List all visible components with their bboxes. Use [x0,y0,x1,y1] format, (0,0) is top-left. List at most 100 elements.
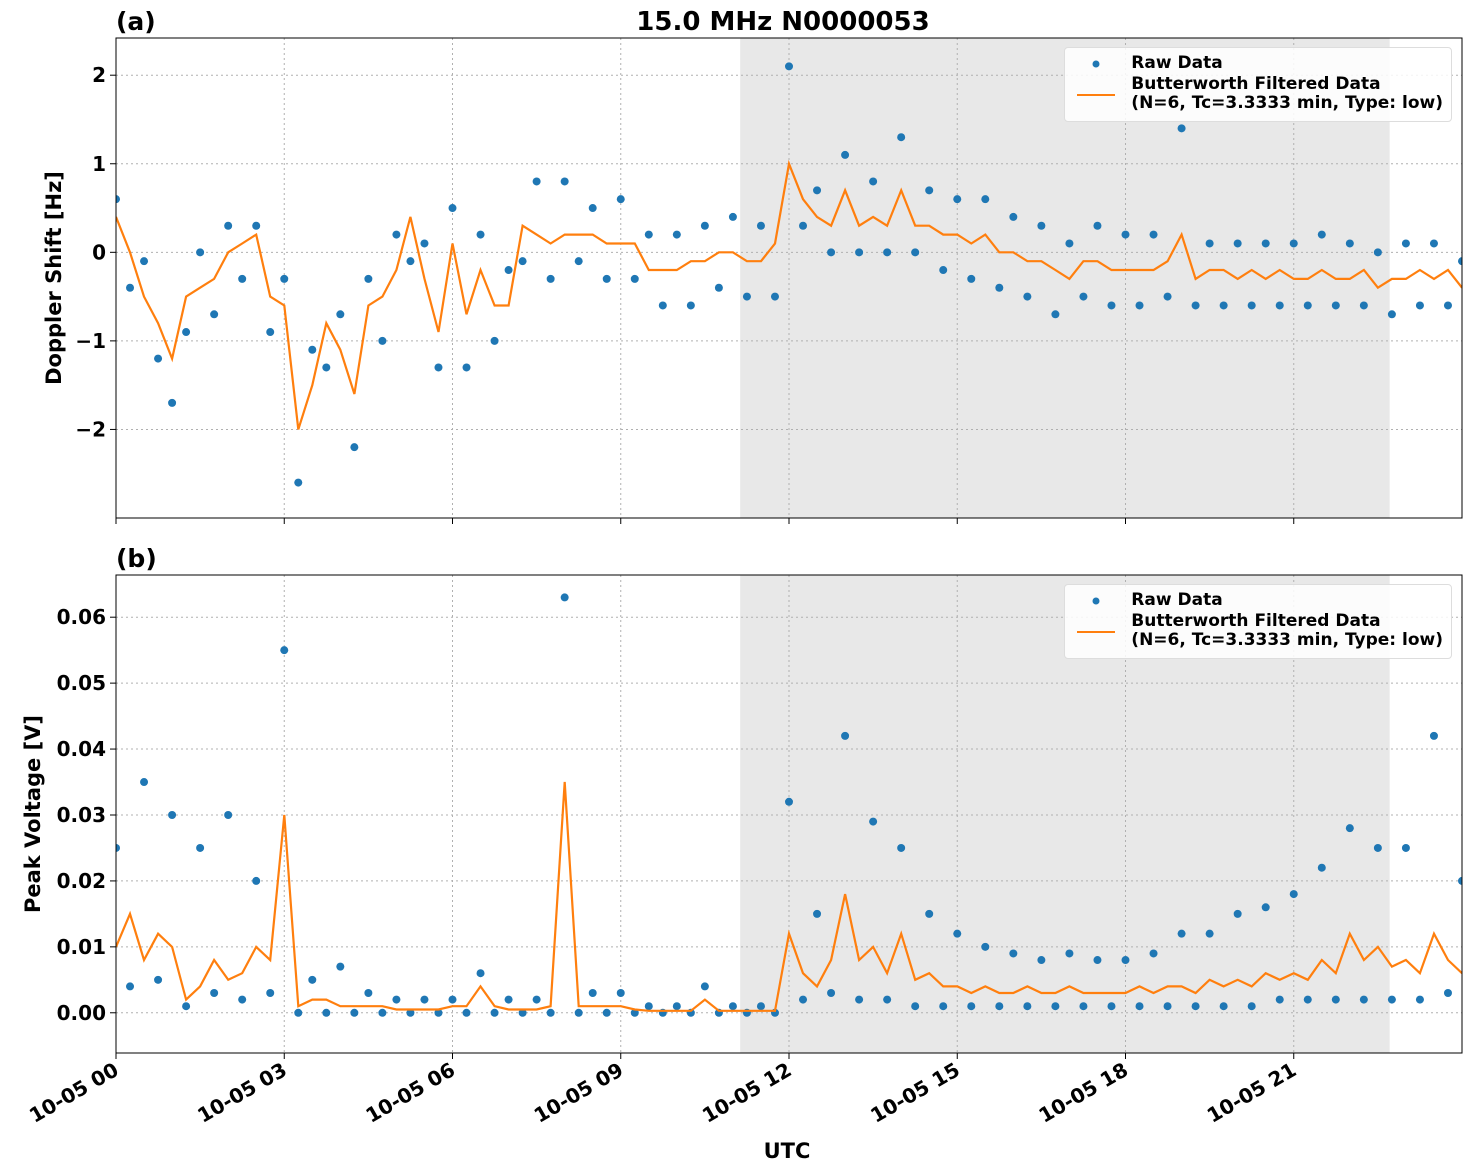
plot-area [116,62,1462,487]
raw-point [1051,310,1060,319]
raw-point [967,274,976,283]
raw-point [168,810,177,819]
y-tick-label: 2 [92,63,106,87]
raw-point [1317,863,1326,872]
raw-point [981,942,990,951]
legend: Raw Data Butterworth Filtered Data (N=6, … [1064,584,1452,659]
raw-point [210,989,219,998]
raw-point [126,982,135,991]
raw-point [1429,239,1438,248]
raw-point [1093,221,1102,230]
raw-point [1205,929,1214,938]
raw-point [686,301,695,310]
raw-point [448,995,457,1004]
raw-point [700,982,709,991]
y-tick-label: 0.00 [57,1001,106,1025]
raw-point [1121,230,1130,239]
raw-point [911,1002,920,1011]
legend-label: Butterworth Filtered Data (N=6, Tc=3.333… [1131,74,1443,113]
raw-point [785,62,793,71]
raw-point [1233,909,1242,918]
raw-point [420,995,429,1004]
raw-point [897,133,906,142]
raw-point [140,257,149,266]
raw-point [1037,221,1046,230]
raw-point [855,248,864,257]
raw-point [602,1008,611,1017]
raw-point [532,995,541,1004]
legend-key [1073,612,1119,650]
raw-point [799,995,808,1004]
filtered-line [116,159,1462,430]
raw-point [462,1008,471,1017]
raw-point [1443,301,1452,310]
raw-point [1009,212,1018,221]
raw-point [476,230,485,239]
raw-point [350,1008,359,1017]
raw-point [813,909,822,918]
legend-label: Butterworth Filtered Data (N=6, Tc=3.333… [1131,611,1443,650]
raw-point [1359,301,1368,310]
y-axis-label: Peak Voltage [V] [21,715,45,913]
raw-point [1149,230,1158,239]
raw-point [939,266,948,275]
x-tick-label: 10-05 12 [698,1057,796,1127]
raw-point [406,257,415,266]
raw-point [406,1008,415,1017]
raw-point [126,283,135,292]
x-tick-label: 10-05 06 [361,1057,459,1127]
legend-entry: Raw Data [1073,54,1443,73]
raw-point [252,876,261,885]
raw-point [1149,949,1158,958]
raw-point [1205,239,1214,248]
raw-point [140,778,149,787]
raw-point [1079,1002,1088,1011]
raw-point [504,266,513,275]
raw-point [210,310,219,319]
raw-point [827,989,836,998]
raw-point [728,1002,737,1011]
raw-point [1079,292,1088,301]
filtered-line [116,781,1462,1012]
raw-point [518,1008,527,1017]
raw-point [644,1002,653,1011]
raw-point [1121,956,1130,965]
x-tick-label: 10-05 18 [1034,1057,1132,1127]
raw-point [1275,301,1284,310]
y-tick-label: 0.02 [57,869,106,893]
axes-frame [115,37,1463,519]
raw-point [1247,1002,1256,1011]
raw-point [1163,1002,1172,1011]
raw-point [490,1008,499,1017]
raw-point [322,363,331,372]
raw-point [1051,1002,1060,1011]
raw-point [785,797,793,806]
x-tick-label: 10-05 21 [1203,1057,1301,1127]
panel-label: (a) [116,7,156,36]
raw-point [700,221,709,230]
raw-point [672,230,681,239]
raw-point [1247,301,1256,310]
raw-point [714,283,723,292]
plot-area [116,593,1462,1017]
raw-point [420,239,429,248]
raw-point [336,962,345,971]
raw-point [756,221,765,230]
raw-point [350,443,359,452]
raw-point [1373,843,1382,852]
y-axis-label: Doppler Shift [Hz] [42,171,66,385]
x-axis-label: UTC [764,1139,811,1163]
raw-point [518,257,527,266]
x-tick-label: 10-05 00 [25,1057,123,1127]
raw-point [308,975,317,984]
raw-point [546,274,555,283]
raw-point [1023,292,1032,301]
raw-point [252,221,261,230]
raw-point [224,810,233,819]
y-tick-label: −2 [75,417,106,441]
raw-point [1107,301,1116,310]
raw-point [266,328,275,337]
raw-point [1458,876,1462,885]
raw-point [658,301,667,310]
